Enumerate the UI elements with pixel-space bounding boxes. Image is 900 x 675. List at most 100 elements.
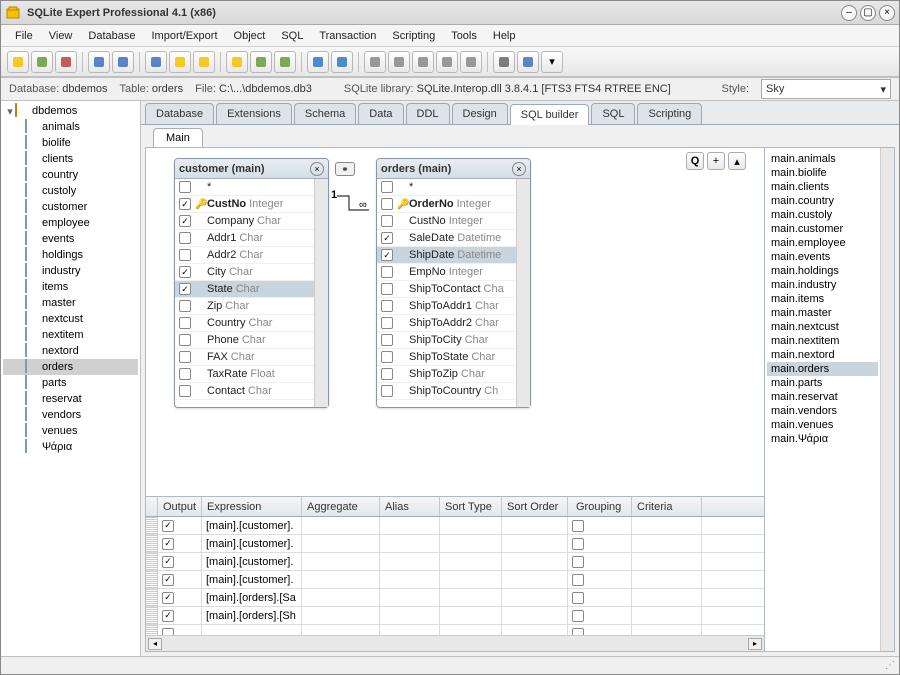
table-list-item[interactable]: main.reservat: [767, 390, 878, 404]
tree-table-clients[interactable]: clients: [3, 151, 138, 167]
toolbar-button-8[interactable]: [193, 51, 215, 73]
grid-cell[interactable]: [568, 607, 632, 624]
tree-table-vendors[interactable]: vendors: [3, 407, 138, 423]
column-checkbox[interactable]: ✓: [179, 215, 191, 227]
column-checkbox[interactable]: [381, 317, 393, 329]
column-City[interactable]: ✓CityChar: [175, 264, 314, 281]
column-SaleDate[interactable]: ✓SaleDateDatetime: [377, 230, 516, 247]
grid-cell[interactable]: [568, 589, 632, 606]
column-ShipToCountry[interactable]: ShipToCountryCh: [377, 383, 516, 400]
toolbar-button-10[interactable]: [250, 51, 272, 73]
column-Zip[interactable]: ZipChar: [175, 298, 314, 315]
column-Contact[interactable]: ContactChar: [175, 383, 314, 400]
table-list-item[interactable]: main.orders: [767, 362, 878, 376]
table-list-item[interactable]: main.nextord: [767, 348, 878, 362]
subtab-main[interactable]: Main: [153, 128, 203, 147]
table-list-item[interactable]: main.Ψάρια: [767, 432, 878, 446]
table-list-item[interactable]: main.customer: [767, 222, 878, 236]
grid-cell[interactable]: [146, 517, 158, 534]
grid-cell[interactable]: [568, 517, 632, 534]
menu-view[interactable]: View: [41, 28, 81, 44]
grid-cell[interactable]: [502, 625, 568, 635]
grid-cell[interactable]: [302, 607, 380, 624]
close-icon[interactable]: ×: [512, 162, 526, 176]
grid-cell[interactable]: [440, 517, 502, 534]
column-Addr1[interactable]: Addr1Char: [175, 230, 314, 247]
table-scrollbar[interactable]: [314, 179, 328, 407]
toolbar-button-7[interactable]: [169, 51, 191, 73]
column-checkbox[interactable]: [381, 368, 393, 380]
grid-row[interactable]: ✓[main].[customer].: [146, 517, 764, 535]
grid-col-Grouping[interactable]: Grouping: [568, 497, 632, 516]
column-checkbox[interactable]: [381, 351, 393, 363]
table-scrollbar[interactable]: [516, 179, 530, 407]
column-checkbox[interactable]: [179, 385, 191, 397]
grid-cell[interactable]: [146, 589, 158, 606]
column-Addr2[interactable]: Addr2Char: [175, 247, 314, 264]
grid-cell[interactable]: [440, 625, 502, 635]
table-list-item[interactable]: main.industry: [767, 278, 878, 292]
column-checkbox[interactable]: [381, 181, 393, 193]
grid-cell[interactable]: [380, 517, 440, 534]
column-checkbox[interactable]: [179, 351, 191, 363]
tree-table-orders[interactable]: orders: [3, 359, 138, 375]
resize-grip-icon[interactable]: ⋰: [885, 660, 895, 671]
column-Company[interactable]: ✓CompanyChar: [175, 213, 314, 230]
style-dropdown[interactable]: Sky ▾: [761, 79, 891, 99]
column-checkbox[interactable]: ✓: [381, 249, 393, 261]
grid-row[interactable]: ✓[main].[customer].: [146, 553, 764, 571]
tab-database[interactable]: Database: [145, 103, 214, 124]
column-ShipToState[interactable]: ShipToStateChar: [377, 349, 516, 366]
column-ShipToCity[interactable]: ShipToCityChar: [377, 332, 516, 349]
toolbar-button-13[interactable]: [331, 51, 353, 73]
tree-table-animals[interactable]: animals: [3, 119, 138, 135]
grid-cell[interactable]: [502, 589, 568, 606]
column-star[interactable]: *: [377, 179, 516, 196]
grid-cell[interactable]: [380, 589, 440, 606]
toolbar-button-5[interactable]: [112, 51, 134, 73]
grid-row[interactable]: [146, 625, 764, 635]
toolbar-button-14[interactable]: [364, 51, 386, 73]
tree-table-nextcust[interactable]: nextcust: [3, 311, 138, 327]
column-Phone[interactable]: PhoneChar: [175, 332, 314, 349]
grid-cell[interactable]: [632, 517, 702, 534]
menu-file[interactable]: File: [7, 28, 41, 44]
toolbar-button-11[interactable]: [274, 51, 296, 73]
grid-cell[interactable]: [502, 571, 568, 588]
grid-cell[interactable]: [440, 553, 502, 570]
menu-scripting[interactable]: Scripting: [384, 28, 443, 44]
column-checkbox[interactable]: [179, 232, 191, 244]
grid-col-Aggregate[interactable]: Aggregate: [302, 497, 380, 516]
menu-transaction[interactable]: Transaction: [311, 28, 384, 44]
menu-object[interactable]: Object: [226, 28, 274, 44]
tree-table-reservat[interactable]: reservat: [3, 391, 138, 407]
grid-cell[interactable]: [440, 571, 502, 588]
grid-cell[interactable]: ✓: [158, 517, 202, 534]
grid-row[interactable]: ✓[main].[customer].: [146, 571, 764, 589]
menu-sql[interactable]: SQL: [273, 28, 311, 44]
column-checkbox[interactable]: [381, 198, 393, 210]
maximize-button[interactable]: ▢: [860, 5, 876, 21]
grid-cell[interactable]: ✓: [158, 535, 202, 552]
table-window-1[interactable]: orders (main)×*🔑OrderNoIntegerCustNoInte…: [376, 158, 531, 408]
toolbar-overflow[interactable]: ▾: [541, 51, 563, 73]
toolbar-button-20[interactable]: [517, 51, 539, 73]
column-ShipDate[interactable]: ✓ShipDateDatetime: [377, 247, 516, 264]
grid-col-grip[interactable]: [146, 497, 158, 516]
toolbar-button-6[interactable]: [145, 51, 167, 73]
grid-cell[interactable]: [568, 553, 632, 570]
search-button[interactable]: Q: [686, 152, 704, 170]
table-list-item[interactable]: main.employee: [767, 236, 878, 250]
grid-cell[interactable]: [main].[customer].: [202, 553, 302, 570]
grid-cell[interactable]: [202, 625, 302, 635]
column-checkbox[interactable]: [381, 266, 393, 278]
column-checkbox[interactable]: [381, 215, 393, 227]
add-button[interactable]: +: [707, 152, 725, 170]
tree-table-customer[interactable]: customer: [3, 199, 138, 215]
column-checkbox[interactable]: [179, 334, 191, 346]
column-CustNo[interactable]: ✓🔑CustNoInteger: [175, 196, 314, 213]
minimize-button[interactable]: –: [841, 5, 857, 21]
grid-cell[interactable]: [380, 553, 440, 570]
tree-table-venues[interactable]: venues: [3, 423, 138, 439]
toolbar-button-2[interactable]: [31, 51, 53, 73]
